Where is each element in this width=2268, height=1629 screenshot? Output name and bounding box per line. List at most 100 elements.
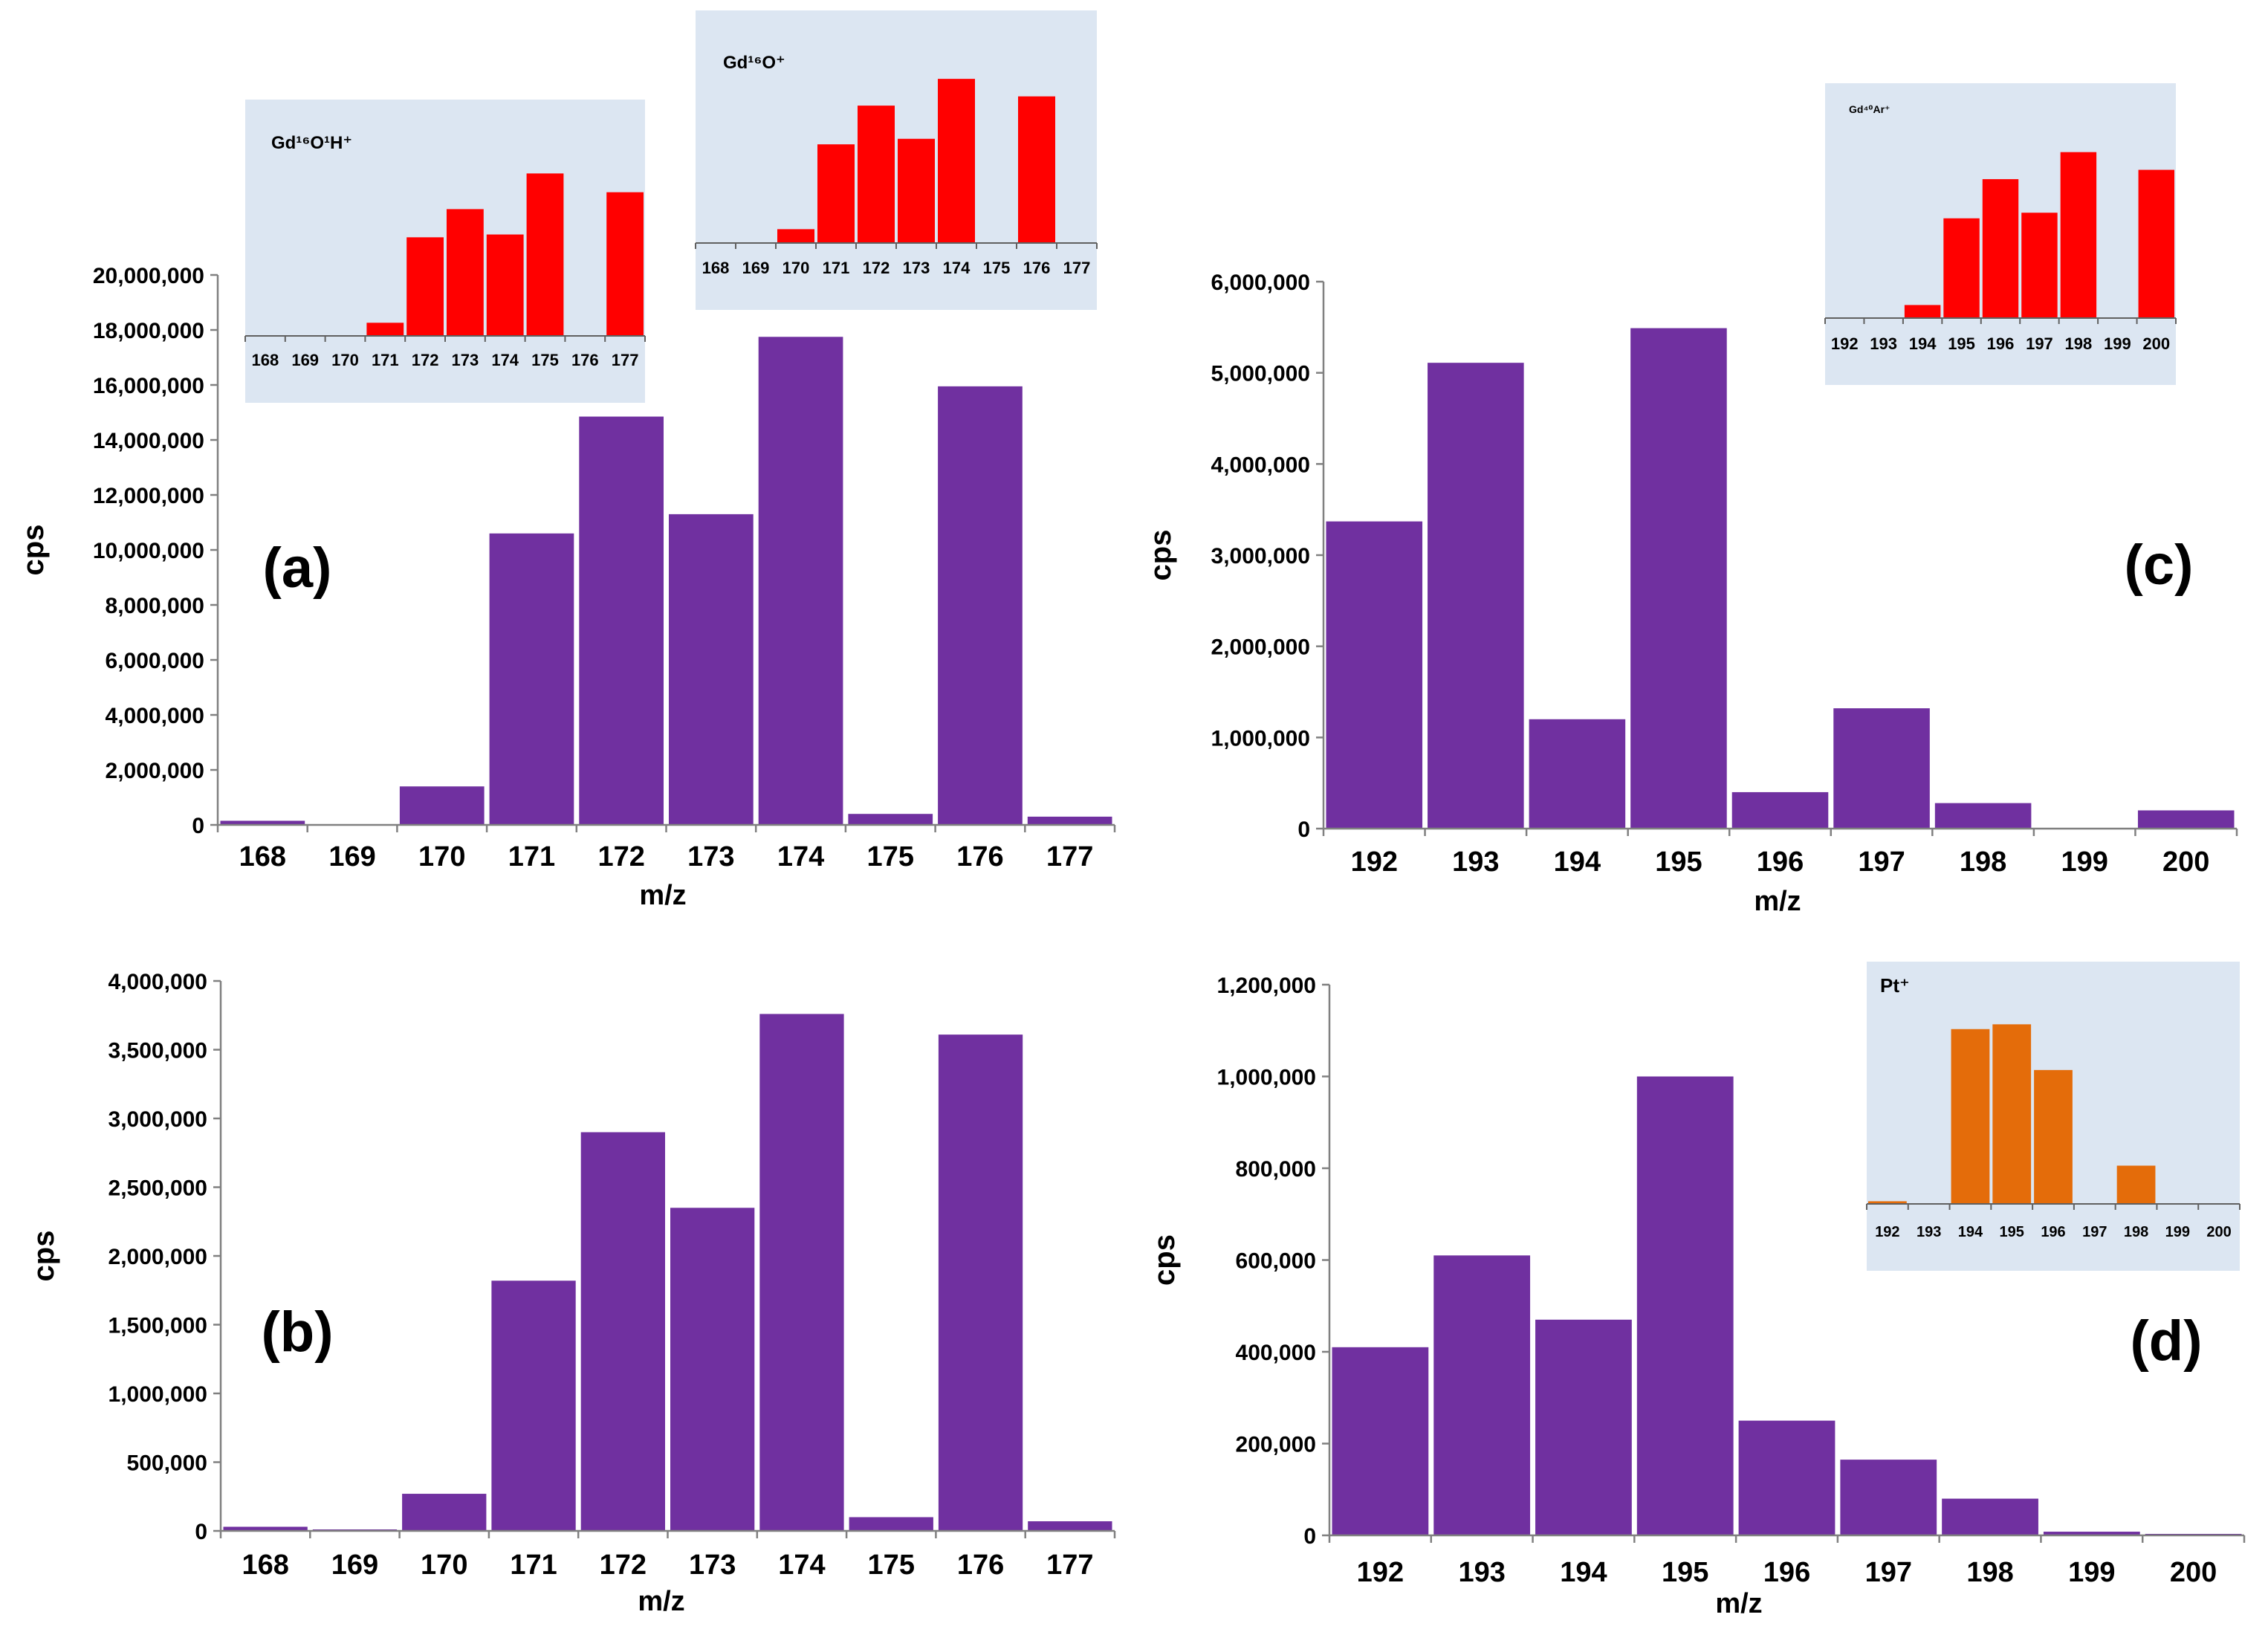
bar-171 (489, 533, 574, 825)
inset-bar-200 (2138, 169, 2174, 318)
y-axis-title: cps (17, 525, 50, 576)
bar-175 (849, 1517, 933, 1531)
inset-x-tick-label: 192 (1831, 334, 1859, 353)
y-tick-label: 4,000,000 (1211, 453, 1310, 477)
y-tick-label: 0 (192, 814, 204, 838)
bar-171 (491, 1280, 576, 1531)
y-tick-label: 3,000,000 (108, 1107, 207, 1132)
x-tick-label: 200 (2170, 1557, 2217, 1588)
panel-label: (b) (261, 1301, 333, 1364)
x-tick-label: 173 (687, 841, 734, 872)
bar-198 (1942, 1498, 2038, 1535)
y-tick-label: 2,000,000 (106, 759, 204, 783)
bar-174 (758, 337, 843, 825)
bar-197 (1833, 708, 1930, 829)
x-tick-label: 195 (1655, 846, 1702, 878)
y-axis-title: cps (27, 1231, 60, 1282)
inset-bar-194 (1904, 305, 1941, 318)
panel-label: (c) (2125, 534, 2194, 597)
x-tick-label: 200 (2162, 846, 2209, 878)
x-axis-title: m/z (1754, 886, 1801, 917)
bar-175 (848, 814, 933, 825)
x-tick-label: 195 (1662, 1557, 1708, 1588)
inset-x-tick-label: 168 (252, 351, 279, 369)
inset-x-tick-label: 169 (291, 351, 319, 369)
inset-x-tick-label: 192 (1875, 1224, 1899, 1240)
bar-176 (938, 386, 1023, 825)
bar-192 (1326, 521, 1423, 829)
x-tick-label: 198 (1966, 1557, 2013, 1588)
x-tick-label: 171 (508, 841, 555, 872)
y-tick-label: 200,000 (1236, 1433, 1316, 1457)
y-tick-label: 1,000,000 (1211, 726, 1310, 751)
inset-x-tick-label: 193 (1870, 334, 1897, 353)
inset-bar-198 (2116, 1165, 2156, 1204)
y-axis-title: cps (1148, 1234, 1181, 1286)
inset-x-tick-label: 170 (331, 351, 359, 369)
x-tick-label: 193 (1458, 1557, 1505, 1588)
bar-197 (1840, 1460, 1937, 1535)
inset-bar-177 (606, 192, 644, 336)
bar-170 (402, 1494, 487, 1531)
y-tick-label: 800,000 (1236, 1157, 1316, 1182)
y-tick-label: 0 (1297, 817, 1310, 842)
x-tick-label: 177 (1046, 841, 1093, 872)
y-tick-label: 14,000,000 (93, 429, 204, 453)
inset-x-tick-label: 171 (372, 351, 399, 369)
x-tick-label: 192 (1357, 1557, 1404, 1588)
inset-bar-170 (777, 229, 814, 243)
inset-x-tick-label: 173 (903, 259, 930, 277)
chart-panel-b: 0 500,000 1,000,000 1,500,000 2,000,000 2,500… (27, 970, 1116, 1617)
bar-195 (1630, 328, 1727, 829)
inset-x-tick-label: 176 (571, 351, 599, 369)
inset-bar-172 (858, 106, 895, 243)
inset-bar-171 (817, 144, 855, 243)
y-tick-label: 0 (195, 1520, 207, 1544)
inset-title: Pt⁺ (1880, 974, 1910, 997)
inset-x-tick-label: 199 (2165, 1224, 2190, 1240)
x-tick-label: 197 (1865, 1557, 1912, 1588)
x-tick-label: 174 (778, 1549, 825, 1581)
inset-x-tick-label: 175 (531, 351, 559, 369)
chart-panel-d: 0 200,000 400,000 600,000 800,000 1,000,000 1,… (1148, 974, 2246, 1619)
bar-200 (2137, 810, 2235, 829)
y-tick-label: 5,000,000 (1211, 362, 1310, 386)
inset-x-tick-label: 177 (1063, 259, 1091, 277)
x-tick-label: 173 (689, 1549, 736, 1581)
inset-bar-195 (1992, 1024, 2032, 1204)
inset-x-tick-label: 174 (943, 259, 971, 277)
inset-bar-192 (1868, 1201, 1907, 1204)
x-tick-label: 169 (331, 1549, 378, 1581)
x-tick-label: 172 (597, 841, 644, 872)
y-tick-label: 3,500,000 (108, 1039, 207, 1063)
inset-bar-174 (486, 234, 524, 336)
inset-bar-171 (366, 323, 404, 336)
bar-195 (1636, 1076, 1734, 1535)
x-tick-label: 171 (510, 1549, 557, 1581)
y-tick-label: 18,000,000 (93, 319, 204, 343)
y-tick-label: 16,000,000 (93, 374, 204, 398)
bar-196 (1731, 791, 1829, 829)
bar-168 (220, 820, 305, 825)
inset-bar-194 (1951, 1029, 1990, 1204)
inset-title: Gd⁴⁰Ar⁺ (1849, 103, 1890, 115)
y-tick-label: 500,000 (127, 1451, 207, 1476)
inset-x-tick-label: 196 (2041, 1224, 2065, 1240)
y-tick-label: 2,000,000 (1211, 635, 1310, 660)
inset-x-tick-label: 194 (1909, 334, 1937, 353)
bar-198 (1934, 803, 2032, 829)
inset-x-tick-label: 177 (612, 351, 639, 369)
inset-x-tick-label: 200 (2142, 334, 2170, 353)
inset-x-tick-label: 198 (2065, 334, 2093, 353)
x-tick-label: 192 (1351, 846, 1398, 878)
bar-168 (223, 1526, 308, 1531)
bar-172 (579, 416, 664, 825)
x-tick-label: 168 (242, 1549, 288, 1581)
inset-inset-b: 168 169 170 171 172 173 174 175 176 177 Gd¹⁶O⁺ (695, 10, 1098, 310)
x-tick-label: 197 (1858, 846, 1905, 878)
inset-bar-195 (1943, 218, 1980, 318)
bar-174 (759, 1014, 844, 1531)
inset-x-tick-label: 197 (2082, 1224, 2107, 1240)
inset-x-tick-label: 200 (2206, 1224, 2231, 1240)
